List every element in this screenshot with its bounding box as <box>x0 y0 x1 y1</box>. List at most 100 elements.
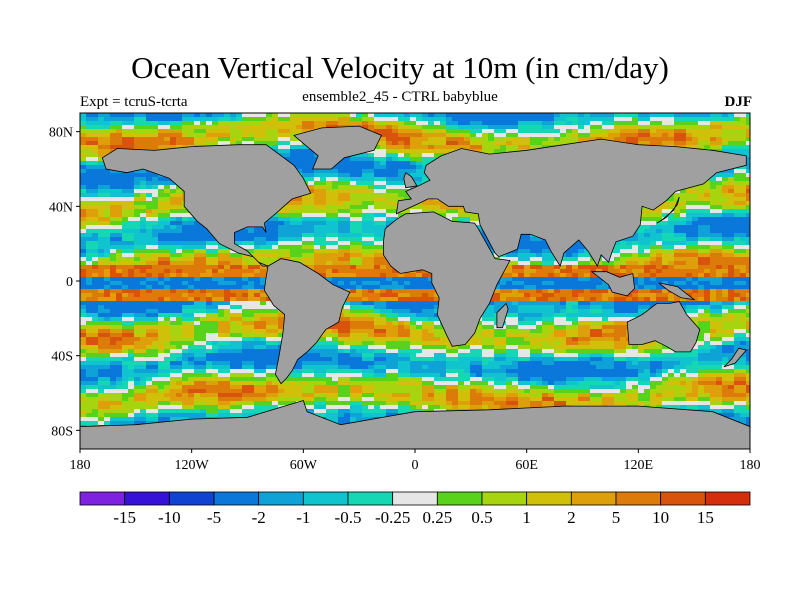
field-cell <box>224 113 231 118</box>
field-cell <box>560 261 567 266</box>
field-cell <box>524 125 531 130</box>
field-cell <box>380 265 387 270</box>
field-cell <box>80 281 87 286</box>
field-cell <box>410 129 417 134</box>
field-cell <box>734 173 741 178</box>
field-cell <box>176 145 183 150</box>
field-cell <box>710 261 717 266</box>
field-cell <box>734 237 741 242</box>
field-cell <box>722 121 729 126</box>
field-cell <box>548 137 555 142</box>
field-cell <box>98 245 105 250</box>
field-cell <box>170 137 177 142</box>
field-cell <box>374 289 381 294</box>
field-cell <box>98 137 105 142</box>
field-cell <box>86 141 93 146</box>
field-cell <box>452 125 459 130</box>
field-cell <box>728 145 735 150</box>
field-cell <box>164 117 171 122</box>
field-cell <box>236 269 243 274</box>
field-cell <box>710 177 717 182</box>
field-cell <box>746 245 750 250</box>
field-cell <box>200 141 207 146</box>
field-cell <box>344 253 351 258</box>
field-cell <box>596 277 603 282</box>
field-cell <box>434 117 441 122</box>
field-cell <box>116 209 123 214</box>
field-cell <box>182 273 189 278</box>
field-cell <box>698 213 705 218</box>
field-cell <box>344 261 351 266</box>
field-cell <box>302 161 309 166</box>
field-cell <box>542 129 549 134</box>
field-cell <box>530 265 537 270</box>
field-cell <box>722 249 729 254</box>
field-cell <box>80 201 87 206</box>
field-cell <box>140 145 147 150</box>
field-cell <box>548 113 555 118</box>
field-cell <box>716 173 723 178</box>
field-cell <box>680 193 687 198</box>
field-cell <box>86 233 93 238</box>
field-cell <box>116 233 123 238</box>
field-cell <box>140 249 147 254</box>
field-cell <box>272 229 279 234</box>
field-cell <box>290 225 297 230</box>
field-cell <box>338 161 345 166</box>
field-cell <box>356 185 363 190</box>
field-cell <box>326 249 333 254</box>
field-cell <box>722 277 729 282</box>
field-cell <box>152 173 159 178</box>
field-cell <box>470 137 477 142</box>
field-cell <box>410 173 417 178</box>
field-cell <box>578 245 585 250</box>
field-cell <box>560 257 567 262</box>
field-cell <box>356 277 363 282</box>
field-cell <box>422 289 429 294</box>
field-cell <box>692 253 699 258</box>
field-cell <box>302 117 309 122</box>
field-cell <box>590 117 597 122</box>
field-cell <box>392 165 399 170</box>
field-cell <box>128 117 135 122</box>
field-cell <box>350 197 357 202</box>
field-cell <box>518 285 525 290</box>
field-cell <box>674 233 681 238</box>
field-cell <box>524 133 531 138</box>
field-cell <box>278 245 285 250</box>
field-cell <box>158 209 165 214</box>
field-cell <box>86 161 93 166</box>
field-cell <box>86 253 93 258</box>
field-cell <box>188 281 195 286</box>
field-cell <box>224 121 231 126</box>
field-cell <box>674 269 681 274</box>
field-cell <box>374 125 381 130</box>
field-cell <box>722 173 729 178</box>
field-cell <box>272 245 279 250</box>
field-cell <box>98 145 105 150</box>
field-cell <box>86 241 93 246</box>
field-cell <box>596 117 603 122</box>
field-cell <box>416 285 423 290</box>
field-cell <box>332 193 339 198</box>
field-cell <box>704 137 711 142</box>
field-cell <box>272 241 279 246</box>
field-cell <box>566 133 573 138</box>
field-cell <box>680 249 687 254</box>
field-cell <box>326 189 333 194</box>
field-cell <box>284 157 291 162</box>
field-cell <box>746 173 750 178</box>
field-cell <box>374 129 381 134</box>
field-cell <box>542 121 549 126</box>
field-cell <box>170 217 177 222</box>
field-cell <box>86 229 93 234</box>
field-cell <box>542 249 549 254</box>
field-cell <box>128 285 135 290</box>
field-cell <box>386 141 393 146</box>
field-cell <box>566 137 573 142</box>
field-cell <box>614 257 621 262</box>
field-cell <box>530 277 537 282</box>
field-cell <box>158 285 165 290</box>
field-cell <box>668 277 675 282</box>
field-cell <box>704 237 711 242</box>
